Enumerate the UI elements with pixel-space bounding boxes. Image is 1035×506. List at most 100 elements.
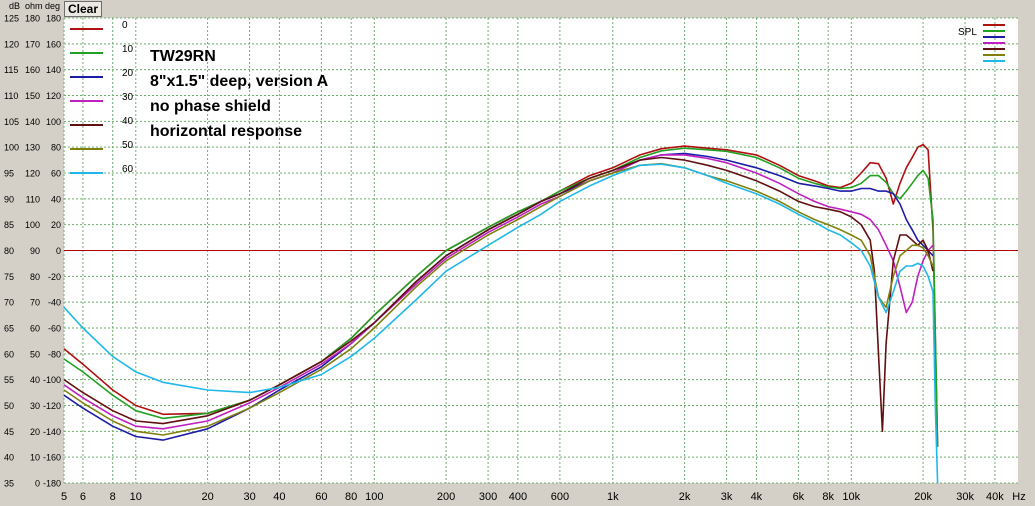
legend-label-60: 60 <box>122 164 134 175</box>
y-tick-label-ohm: 110 <box>26 194 40 204</box>
x-tick-label: 10k <box>842 491 860 503</box>
series-line-60 <box>63 163 939 484</box>
x-tick-label: 40 <box>273 491 285 503</box>
y-tick-label-ohm: 50 <box>30 349 40 359</box>
y-tick-label-ohm: 130 <box>25 143 40 153</box>
axis-title-db: dB <box>9 1 20 11</box>
y-tick-label-deg: -120 <box>43 401 61 411</box>
y-tick-label-ohm: 120 <box>25 169 40 179</box>
legend-right: SPL <box>958 24 1005 62</box>
y-tick-label-db: 55 <box>4 375 14 385</box>
y-tick-label-ohm: 170 <box>25 39 40 49</box>
legend: 0 10 20 30 40 50 60 <box>70 20 134 175</box>
y-tick-label-deg: 120 <box>46 91 61 101</box>
x-axis-labels: 5 6 8 10 20 30 40 60 80 100 200 300 400 600 1k 2k 3k 4k 6k… <box>61 491 1026 503</box>
y-tick-label-ohm: 60 <box>30 324 40 334</box>
x-tick-label: 600 <box>551 491 569 503</box>
legend-label-10: 10 <box>122 44 134 55</box>
y-tick-label-db: 110 <box>4 91 18 101</box>
y-tick-label-deg: -160 <box>43 453 61 463</box>
y-tick-label-db: 35 <box>4 479 14 489</box>
series-line-20 <box>63 152 934 441</box>
x-tick-label: 60 <box>315 491 327 503</box>
y-axis-labels: 125 180 180 120 170 160 115 160 140 110 150 120 105 1… <box>4 14 61 489</box>
y-tick-label-db: 120 <box>4 39 19 49</box>
y-tick-label-db: 50 <box>4 401 14 411</box>
y-tick-label-deg: 60 <box>51 169 61 179</box>
y-tick-label-db: 85 <box>4 220 14 230</box>
y-tick-label-ohm: 140 <box>25 117 40 127</box>
y-tick-label-db: 105 <box>4 117 19 127</box>
x-tick-label: 200 <box>437 491 455 503</box>
y-tick-label-deg: 20 <box>51 220 61 230</box>
y-tick-label-deg: 100 <box>46 117 61 127</box>
x-tick-label: 400 <box>509 491 527 503</box>
y-tick-label-ohm: 80 <box>30 272 40 282</box>
y-tick-label-ohm: 10 <box>30 453 40 463</box>
x-tick-label: 20 <box>201 491 213 503</box>
legend-label-30: 30 <box>122 92 134 103</box>
y-tick-label-db: 70 <box>4 298 14 308</box>
y-tick-label-deg: 160 <box>46 39 61 49</box>
y-tick-label-deg: -20 <box>48 272 61 282</box>
x-tick-label: 8 <box>110 491 116 503</box>
y-tick-label-deg: 140 <box>46 65 61 75</box>
annotation-line: TW29RN <box>150 48 216 65</box>
y-tick-label-db: 100 <box>4 143 19 153</box>
y-tick-label-db: 60 <box>4 349 14 359</box>
y-tick-label-deg: 0 <box>56 246 61 256</box>
y-tick-label-db: 95 <box>4 169 14 179</box>
y-tick-label-ohm: 100 <box>25 220 40 230</box>
y-tick-label-ohm: 160 <box>25 65 40 75</box>
x-tick-label: 5 <box>61 491 67 503</box>
y-tick-label-db: 80 <box>4 246 14 256</box>
legend-label-40: 40 <box>122 116 134 127</box>
curves <box>63 143 939 484</box>
x-tick-label: 80 <box>345 491 357 503</box>
x-tick-label: 6k <box>793 491 805 503</box>
x-tick-label: 3k <box>721 491 733 503</box>
x-tick-label: 40k <box>986 491 1004 503</box>
y-tick-label-deg: 40 <box>51 194 61 204</box>
x-tick-label: 2k <box>679 491 691 503</box>
y-tick-label-db: 65 <box>4 324 14 334</box>
y-tick-label-db: 40 <box>4 453 14 463</box>
x-tick-label: 30 <box>243 491 255 503</box>
x-tick-label: 8k <box>822 491 834 503</box>
y-tick-label-ohm: 180 <box>25 14 40 24</box>
annotation-line: no phase shield <box>150 98 271 115</box>
y-tick-label-deg: 80 <box>51 143 61 153</box>
x-tick-label: 4k <box>751 491 763 503</box>
y-tick-label-deg: -60 <box>48 324 61 334</box>
y-tick-label-ohm: 150 <box>25 91 40 101</box>
x-tick-label: 30k <box>956 491 974 503</box>
axis-titles: dB ohm deg <box>9 1 60 11</box>
legend-right-label: SPL <box>958 27 977 38</box>
y-tick-label-db: 90 <box>4 194 14 204</box>
y-tick-label-deg: 180 <box>46 14 61 24</box>
x-tick-label: 6 <box>80 491 86 503</box>
x-tick-label: 10 <box>130 491 142 503</box>
y-tick-label-deg: -80 <box>48 349 61 359</box>
annotations: TW29RN 8"x1.5" deep, version A no phase sh… <box>150 48 329 140</box>
y-tick-label-ohm: 90 <box>30 246 40 256</box>
y-tick-label-ohm: 40 <box>30 375 40 385</box>
x-tick-label: 300 <box>479 491 497 503</box>
annotation-line: horizontal response <box>150 123 302 140</box>
y-tick-label-deg: -40 <box>48 298 61 308</box>
x-tick-label: 1k <box>607 491 619 503</box>
y-tick-label-deg: -180 <box>43 479 61 489</box>
y-tick-label-ohm: 20 <box>30 427 40 437</box>
y-tick-label-deg: -100 <box>43 375 61 385</box>
y-tick-label-db: 45 <box>4 427 14 437</box>
y-tick-label-deg: -140 <box>43 427 61 437</box>
clear-button[interactable]: Clear <box>64 1 102 17</box>
legend-label-0: 0 <box>122 20 128 31</box>
legend-label-50: 50 <box>122 140 134 151</box>
y-tick-label-db: 125 <box>4 14 19 24</box>
y-tick-label-ohm: 0 <box>35 479 40 489</box>
y-tick-label-ohm: 70 <box>30 298 40 308</box>
axis-title-ohm: ohm <box>25 1 43 11</box>
axis-title-deg: deg <box>45 1 60 11</box>
